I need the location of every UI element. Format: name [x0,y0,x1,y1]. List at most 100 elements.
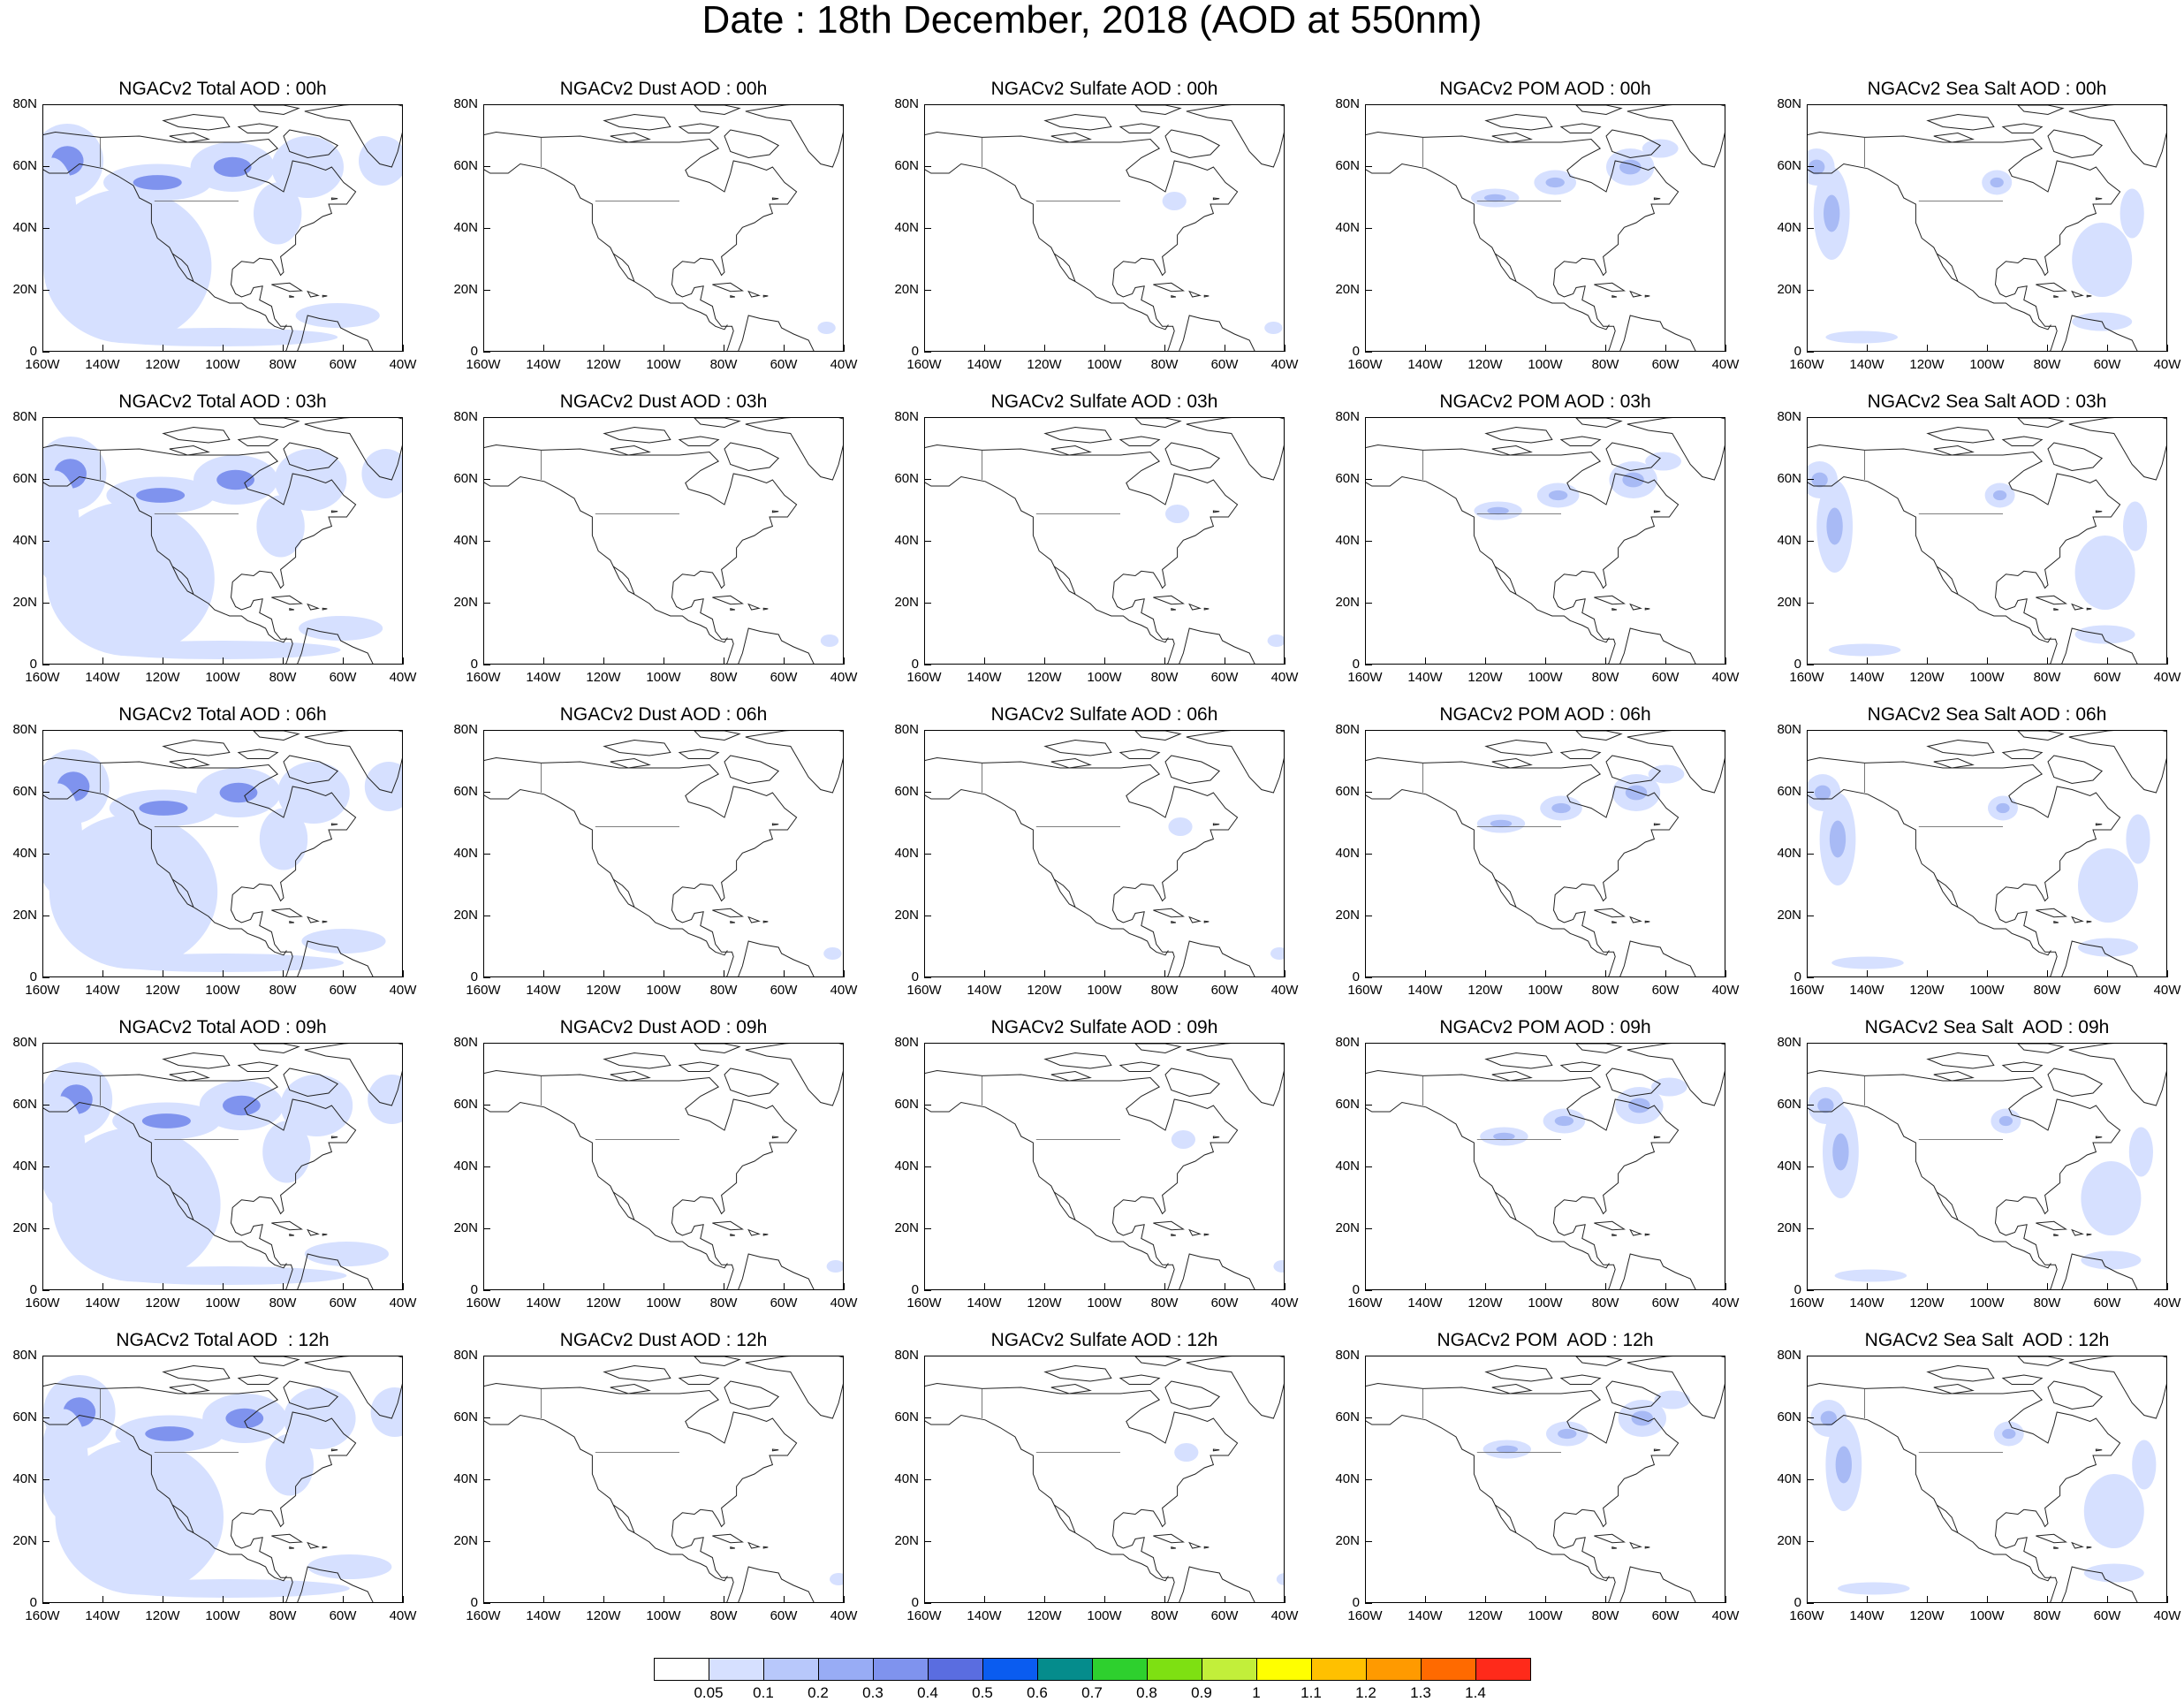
panel-title: NGACv2 Sea Salt AOD : 06h [1867,704,2107,725]
aod-shading [254,182,302,245]
colorbar-label: 0.3 [862,1684,883,1701]
aod-shading [262,1121,311,1183]
x-tick-mark [984,657,985,665]
island-outline [1559,123,1602,133]
x-tick-label: 140W [85,670,120,685]
colorbar-swatch [1092,1658,1148,1681]
x-tick-label: 80W [2033,670,2061,685]
coastline [484,1069,815,1289]
x-tick-mark [403,1283,404,1290]
x-tick-label: 40W [1711,357,1740,372]
x-tick-mark [343,1283,344,1290]
y-tick-mark [1365,228,1372,229]
y-tick-mark [42,1417,49,1418]
x-tick-label: 40W [2153,357,2181,372]
island-outline [1491,444,1533,456]
island-outline [2071,1228,2084,1236]
coastline [484,1414,728,1582]
map-panel: NGACv2 Sea Salt AOD : 03h 80N 60N 40N 20N 0 16… [1764,392,2180,691]
island-outline [1933,444,1975,456]
map-panel: NGACv2 POM AOD : 00h 80N 60N 40N 20N 0 160W 140… [1323,80,1739,378]
island-outline [169,757,210,769]
y-tick-mark [1807,290,1814,291]
map-panel: NGACv2 Sea Salt AOD : 09h 80N 60N 40N 20N 0 16… [1764,1018,2180,1317]
y-tick-label: 40N [453,846,478,861]
colorbar-swatch [1475,1658,1531,1681]
map-panel: NGACv2 Sea Salt AOD : 12h 80N 60N 40N 20N 0 16… [1764,1331,2180,1630]
map-panel: NGACv2 Dust AOD : 00h 80N 60N 40N 20N 0 160W 14… [441,80,857,378]
x-tick-label: 120W [1467,983,1503,998]
x-tick-mark [924,970,925,977]
aod-shading [274,449,347,511]
y-tick-mark [1807,479,1814,480]
island-outline [2086,1546,2092,1549]
x-tick-label: 40W [389,670,417,685]
y-tick-mark [483,1043,490,1044]
y-tick-label: 0 [1352,969,1360,984]
y-tick-label: 40N [1777,846,1801,861]
island-outline [678,123,720,133]
y-tick-label: 0 [911,1595,919,1610]
panel-title: NGACv2 Total AOD : 03h [118,391,327,412]
x-tick-label: 120W [586,357,621,372]
x-tick-label: 160W [1347,670,1383,685]
y-tick-label: 40N [12,533,37,548]
island-outline [1611,920,1618,923]
island-outline [237,1061,279,1072]
x-tick-label: 80W [2033,1295,2061,1311]
y-tick-label: 80N [12,409,37,424]
aod-shading [1645,452,1681,471]
coastline [1808,788,2051,956]
island-outline [1050,444,1092,456]
island-outline [162,1052,231,1069]
x-tick-label: 60W [1651,983,1680,998]
coastline [1053,878,1076,908]
x-tick-mark [223,345,224,352]
aod-shading [1162,192,1187,210]
y-tick-mark [1365,977,1372,978]
x-tick-label: 60W [2093,357,2121,372]
y-tick-label: 0 [1352,1282,1360,1297]
island-outline [2036,1220,2067,1231]
y-tick-label: 0 [29,1282,37,1297]
x-tick-mark [2047,970,2048,977]
island-outline [237,1374,279,1385]
coastline [171,566,194,595]
y-tick-label: 0 [1793,969,1801,984]
y-tick-mark [1365,417,1372,418]
aod-shading [2074,625,2135,644]
y-tick-label: 80N [1335,722,1360,737]
map-panel: NGACv2 POM AOD : 12h 80N 60N 40N 20N 0 160W 140… [1323,1331,1739,1630]
island-outline [2047,1380,2104,1410]
y-tick-mark [924,792,931,793]
y-tick-label: 0 [1352,344,1360,359]
colorbar-swatch [1256,1658,1312,1681]
y-tick-label: 60N [453,1409,478,1425]
y-tick-label: 60N [1777,1409,1801,1425]
x-tick-label: 80W [1150,983,1179,998]
y-tick-mark [42,1603,49,1604]
x-tick-label: 100W [1969,1608,2005,1623]
x-tick-mark [1867,1283,1868,1290]
x-tick-mark [844,657,845,665]
coastline [745,105,843,168]
island-outline [237,123,279,133]
x-tick-label: 100W [1087,357,1122,372]
island-outline [330,510,338,513]
aod-shading [43,470,80,582]
island-outline [1933,1070,1975,1082]
map-frame [483,1356,844,1603]
aod-shading [1165,505,1190,523]
aod-shading-core [225,1408,264,1429]
map-frame [42,1356,403,1603]
island-outline [1188,290,1202,298]
island-outline [1933,757,1975,769]
island-outline [678,1061,720,1072]
coastline [925,1382,1255,1602]
island-outline [1203,294,1210,298]
island-outline [730,607,736,611]
y-tick-label: 60N [1335,1097,1360,1112]
island-outline [747,603,761,611]
x-tick-label: 100W [646,1608,681,1623]
y-tick-label: 40N [1777,1471,1801,1486]
